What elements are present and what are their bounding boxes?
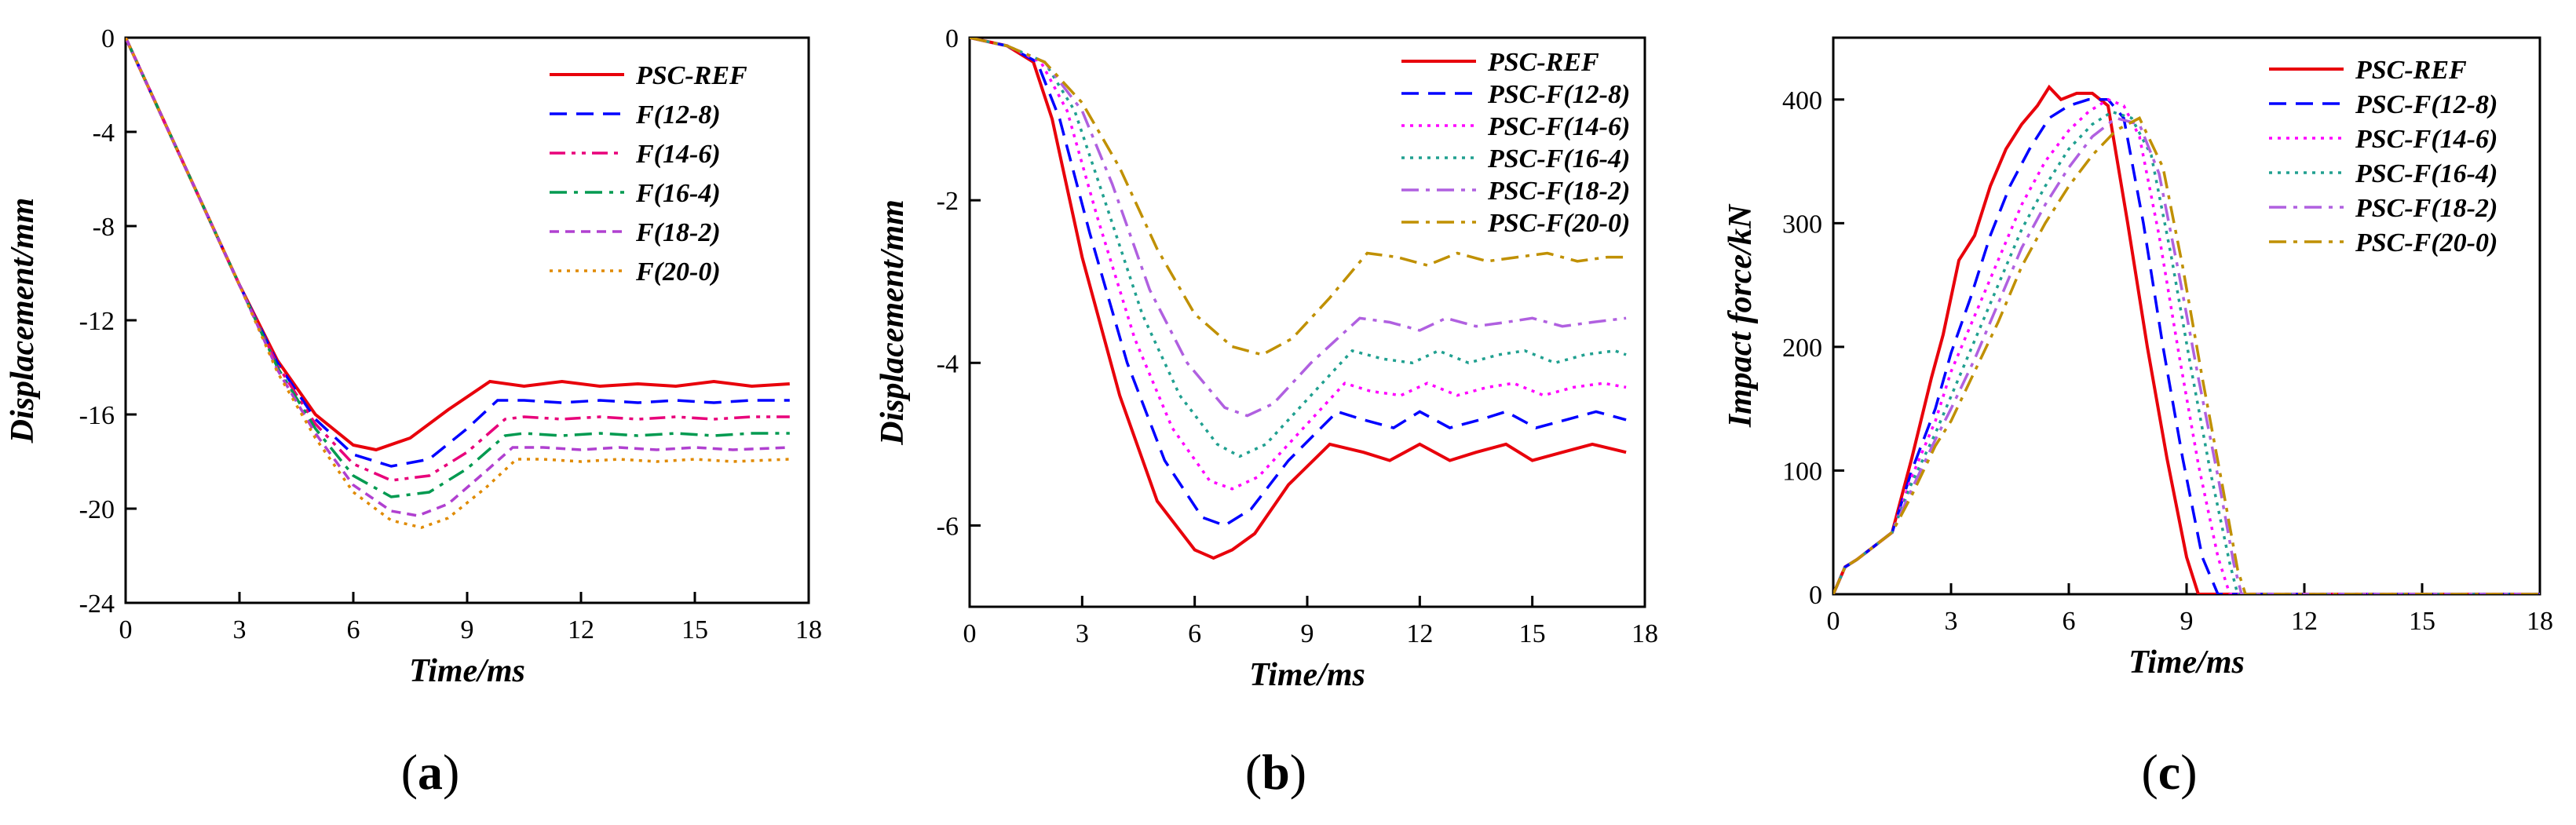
series-line-psc-f-18-2-: [970, 38, 1627, 418]
legend-label: PSC-REF: [1487, 48, 1599, 77]
panel-letter: b: [1262, 744, 1290, 800]
x-tick-label: 3: [1945, 607, 1958, 636]
legend-label: PSC-F(16-4): [1487, 144, 1630, 173]
y-axis-label: Displacement/mm: [875, 199, 911, 446]
legend-label: PSC-F(14-6): [2355, 125, 2497, 154]
panel-letter: a: [418, 744, 443, 800]
x-tick-label: 18: [2527, 607, 2553, 636]
y-tick-label: -20: [79, 495, 115, 524]
legend-label: PSC-REF: [2355, 56, 2467, 85]
y-tick-label: 0: [1809, 581, 1822, 610]
y-tick-label: -2: [937, 187, 959, 216]
x-tick-label: 3: [233, 615, 247, 644]
legend: PSC-REF PSC-F(12-8) PSC-F(14-6) PSC-F(16-4)…: [2269, 56, 2497, 257]
legend-label: PSC-F(18-2): [1487, 177, 1630, 206]
panel-label: (c): [2141, 744, 2197, 800]
x-axis-label: Time/ms: [409, 653, 525, 689]
legend-label: PSC-REF: [635, 61, 747, 90]
series-line-psc-f-12-8-: [1833, 98, 2540, 594]
legend: PSC-REF PSC-F(12-8) PSC-F(14-6) PSC-F(16-4)…: [1401, 48, 1630, 238]
x-axis-label: Time/ms: [2128, 644, 2245, 681]
x-tick-label: 9: [2180, 607, 2194, 636]
panel-label: (a): [401, 744, 460, 800]
series-line-f-20-0-: [126, 38, 790, 529]
y-tick-label: 0: [945, 24, 959, 53]
y-axis-label: Impact force/kN: [1723, 203, 1759, 428]
x-tick-label: 3: [1076, 619, 1089, 648]
y-tick-label: 300: [1782, 210, 1822, 239]
legend: PSC-REF F(12-8) F(14-6) F(16-4) F(18-2) F(20-…: [550, 61, 747, 287]
chart-panel-b: 0 3 6 9 12 15 18 0 -2 -4 -6 Time/ms Displacement/mm P…: [875, 24, 1658, 800]
x-tick-label: 15: [681, 615, 708, 644]
y-tick-label: -24: [79, 590, 115, 619]
legend-label: PSC-F(18-2): [2355, 194, 2497, 223]
y-tick-label: -6: [937, 512, 959, 541]
series-line-psc-f-16-4-: [970, 38, 1627, 458]
series-line-psc-f-18-2-: [1833, 116, 2540, 594]
x-tick-label: 0: [119, 615, 133, 644]
x-tick-label: 12: [2291, 607, 2318, 636]
x-axis-label: Time/ms: [1249, 657, 1365, 693]
legend-label: PSC-F(14-6): [1487, 112, 1630, 141]
legend-label: PSC-F(16-4): [2355, 159, 2497, 188]
x-tick-label: 15: [2409, 607, 2435, 636]
y-axis-label: Displacement/mm: [5, 198, 41, 444]
legend-label: PSC-F(20-0): [1487, 209, 1630, 238]
series-line-psc-f-20-0-: [1833, 116, 2540, 594]
x-tick-label: 18: [795, 615, 822, 644]
y-tick-label: -12: [79, 307, 115, 336]
panel-letter: c: [2158, 744, 2180, 800]
y-tick-label: 400: [1782, 86, 1822, 115]
legend-label: F(14-6): [635, 140, 721, 169]
x-tick-label: 9: [1301, 619, 1314, 648]
y-tick-label: 100: [1782, 457, 1822, 486]
legend-label: F(18-2): [635, 218, 721, 247]
y-tick-label: -16: [79, 401, 115, 430]
chart-panel-c: 0 3 6 9 12 15 18 0 100 200 300 400 Time/ms Impact for…: [1723, 36, 2553, 800]
x-tick-label: 12: [568, 615, 594, 644]
legend-label: PSC-F(20-0): [2355, 228, 2497, 257]
series-line-psc-f-14-6-: [1833, 97, 2540, 594]
legend-label: F(12-8): [635, 100, 721, 130]
x-tick-label: 15: [1519, 619, 1546, 648]
x-tick-label: 12: [1406, 619, 1433, 648]
legend-label: PSC-F(12-8): [2355, 90, 2497, 119]
x-tick-label: 6: [347, 615, 360, 644]
series-line-psc-f-20-0-: [970, 38, 1627, 356]
series-line-psc-f-12-8-: [970, 38, 1627, 527]
y-tick-label: 200: [1782, 334, 1822, 363]
series-line-f-18-2-: [126, 38, 790, 517]
y-tick-label: 0: [101, 24, 115, 53]
series-line-psc-ref: [1833, 84, 2540, 594]
x-tick-label: 6: [2063, 607, 2076, 636]
chart-panel-a: 0 3 6 9 12 15 18 0 -4 -8 -12 -16 -20 -24 Time/ms Displa…: [5, 24, 822, 800]
x-tick-label: 9: [461, 615, 474, 644]
x-tick-label: 0: [1827, 607, 1840, 636]
series-line-psc-ref: [970, 38, 1627, 560]
series-line-psc-f-14-6-: [970, 38, 1627, 491]
x-tick-label: 18: [1631, 619, 1658, 648]
y-tick-label: -4: [937, 349, 959, 378]
x-tick-label: 0: [963, 619, 977, 648]
y-tick-label: -4: [93, 119, 115, 148]
x-tick-label: 6: [1188, 619, 1201, 648]
legend-label: F(16-4): [635, 179, 721, 208]
panel-label: (b): [1245, 744, 1306, 800]
y-tick-label: -8: [93, 213, 115, 242]
legend-label: F(20-0): [635, 257, 721, 287]
legend-label: PSC-F(12-8): [1487, 80, 1630, 109]
